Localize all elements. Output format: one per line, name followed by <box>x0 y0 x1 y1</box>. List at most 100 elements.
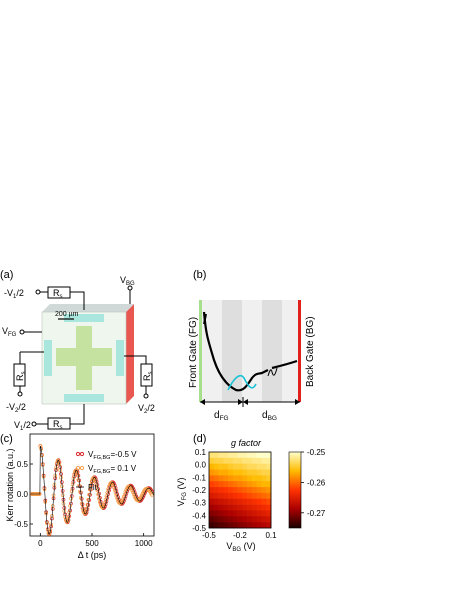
kerr-xtick-label: 500 <box>85 539 99 548</box>
label-v1-half: V1/2 <box>14 420 31 432</box>
dfg-arrow-right-head <box>238 399 243 405</box>
heatmap-ticks: -0.5 -0.2 0.1 -0.5 -0.4 -0.3 -0.2 -0.1 0.0 0.1 <box>192 448 277 540</box>
heatmap-cell <box>228 492 234 500</box>
heatmap-cell <box>247 463 253 470</box>
kerr-point <box>97 496 101 501</box>
heatmap-frame <box>208 451 272 529</box>
heatmap-cell <box>218 481 224 488</box>
heatmap-cell <box>213 475 219 482</box>
heatmap-ylabel: VFG (V) <box>176 478 188 507</box>
heatmap-cell <box>209 469 215 476</box>
panel-d: (d) g factor -0.5 -0.2 0.1 -0.5 -0.4 -0.3 -0.2… <box>176 433 326 553</box>
heatmap-cell <box>251 492 257 500</box>
heatmap-cell <box>218 498 224 505</box>
back-gate-label: Back Gate (BG) <box>305 316 316 387</box>
dbg-arrow-left-head <box>243 399 248 405</box>
kerr-ylabel: Kerr rotation (a.u.) <box>5 448 15 521</box>
heatmap-cell <box>232 492 238 500</box>
heatmap-cell <box>223 457 229 464</box>
kerr-point <box>133 492 138 497</box>
resistor-left-label: Rs <box>15 372 27 382</box>
resistor-right-label: Rs <box>142 372 154 382</box>
kerr-point <box>87 492 91 497</box>
heatmap-cell <box>251 457 257 464</box>
chip-red-edge <box>126 304 134 404</box>
kerr-legend: VFG,BG=-0.5 V VFG,BG= 0.1 V Fit <box>75 450 137 492</box>
heatmap-cell <box>232 504 238 511</box>
heatmap-cell <box>209 457 215 464</box>
kerr-point <box>96 492 101 497</box>
heatmap-ytick-label: 0.1 <box>195 448 207 457</box>
heatmap-cell <box>237 498 243 505</box>
heatmap-cell <box>266 469 272 476</box>
heatmap-cell <box>261 457 267 464</box>
heatmap-cell <box>209 487 215 494</box>
heatmap-cells <box>209 452 272 529</box>
heatmap-cell <box>242 469 248 476</box>
heatmap-cell <box>209 510 215 517</box>
heatmap-cell <box>251 469 257 476</box>
heatmap-cell <box>261 492 267 500</box>
heatmap-cell <box>266 481 272 488</box>
heatmap-cell <box>213 522 219 529</box>
heatmap-cell <box>251 504 257 511</box>
heatmap-cell <box>209 492 215 500</box>
label-v2-half: V2/2 <box>138 403 155 415</box>
heatmap-cell <box>232 510 238 517</box>
heatmap-cell <box>251 498 257 505</box>
dbg-label: dBG <box>262 410 277 422</box>
heatmap-cell <box>223 492 229 500</box>
heatmap-cell <box>256 498 262 505</box>
wire-right-top <box>124 355 147 364</box>
potential-tail-curve <box>271 359 298 370</box>
heatmap-cell <box>218 516 224 523</box>
heatmap-xtick-label: -0.5 <box>202 531 216 540</box>
heatmap-cell <box>251 516 257 523</box>
heatmap-cell <box>251 481 257 488</box>
heatmap-cell <box>228 457 234 464</box>
kerr-point <box>104 494 109 499</box>
kerr-xtick-label: 0 <box>38 539 43 548</box>
heatmap-cell <box>247 487 253 494</box>
wire-top-right <box>70 291 85 310</box>
heatmap-cell <box>213 487 219 494</box>
legend-marker-1b <box>79 451 85 457</box>
heatmap-cell <box>242 492 248 500</box>
colorbar-ticks: -0.25 -0.26 -0.27 <box>301 448 326 518</box>
kerr-point <box>80 506 85 510</box>
heatmap-cell <box>223 463 229 470</box>
pad-bottom <box>64 394 104 402</box>
kerr-fit-line <box>30 445 155 535</box>
heatmap-cell <box>251 510 257 517</box>
heatmap-cell <box>237 469 243 476</box>
kerr-point <box>67 510 72 515</box>
chip-top-edge <box>42 304 134 312</box>
heatmap-ytick-label: -0.4 <box>192 511 206 520</box>
heatmap-xtick-label: 0.1 <box>265 531 277 540</box>
legend-marker-1 <box>75 451 81 457</box>
heatmap-cell <box>209 475 215 482</box>
kerr-ticks: 0 500 1000 -0.5 0.0 0.5 <box>14 460 153 548</box>
heatmap-cell <box>209 463 215 470</box>
kerr-point <box>95 488 100 493</box>
heatmap-cell <box>256 452 262 459</box>
kerr-point <box>84 506 89 511</box>
heatmap-cell <box>237 463 243 470</box>
heatmap-cell <box>266 504 272 511</box>
heatmap-xlabel: VBG (V) <box>226 541 255 553</box>
panel-a: (a) 200 µm Rs -V1/2 VBG VFG <box>0 269 155 432</box>
heatmap-cell <box>218 463 224 470</box>
kerr-xtick-label: 1000 <box>135 539 153 548</box>
heatmap-cell <box>247 522 253 529</box>
heatmap-cell <box>209 516 215 523</box>
heatmap-cell <box>242 475 248 482</box>
heatmap-cell <box>232 522 238 529</box>
heatmap-cell <box>213 481 219 488</box>
heatmap-cell <box>223 481 229 488</box>
heatmap-cell <box>261 475 267 482</box>
heatmap-cell <box>266 487 272 494</box>
heatmap-cell <box>228 452 234 459</box>
heatmap-cell <box>247 481 253 488</box>
label-minus-v2-half: -V2/2 <box>6 402 26 414</box>
heatmap-cell <box>251 475 257 482</box>
